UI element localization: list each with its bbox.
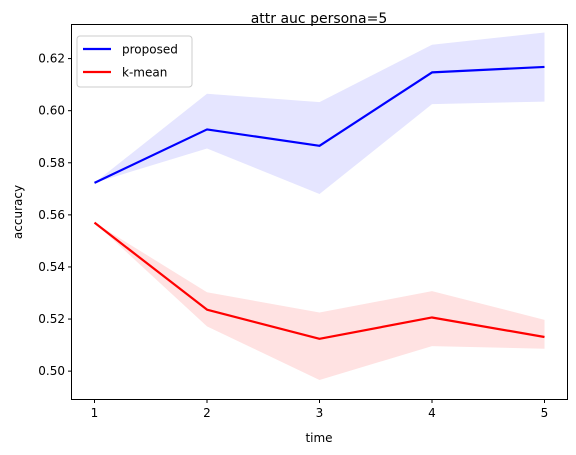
x-axis-label: time xyxy=(305,431,332,445)
y-tick-label: 0.54 xyxy=(38,260,65,274)
y-tick-label: 0.60 xyxy=(38,104,65,118)
x-tick-label: 1 xyxy=(91,406,99,420)
x-tick-label: 5 xyxy=(541,406,549,420)
legend-label-proposed: proposed xyxy=(122,43,178,57)
x-tick-label: 3 xyxy=(316,406,324,420)
legend: proposed k-mean xyxy=(77,36,192,87)
legend-label-k-mean: k-mean xyxy=(122,66,167,80)
y-tick-label: 0.62 xyxy=(38,52,65,66)
chart-title: attr auc persona=5 xyxy=(251,11,388,27)
y-axis-label: accuracy xyxy=(11,185,25,239)
y-tick-label: 0.52 xyxy=(38,312,65,326)
y-tick-label: 0.50 xyxy=(38,364,65,378)
y-tick-label: 0.56 xyxy=(38,208,65,222)
x-tick-label: 2 xyxy=(203,406,211,420)
x-tick-label: 4 xyxy=(428,406,436,420)
y-tick-label: 0.58 xyxy=(38,156,65,170)
